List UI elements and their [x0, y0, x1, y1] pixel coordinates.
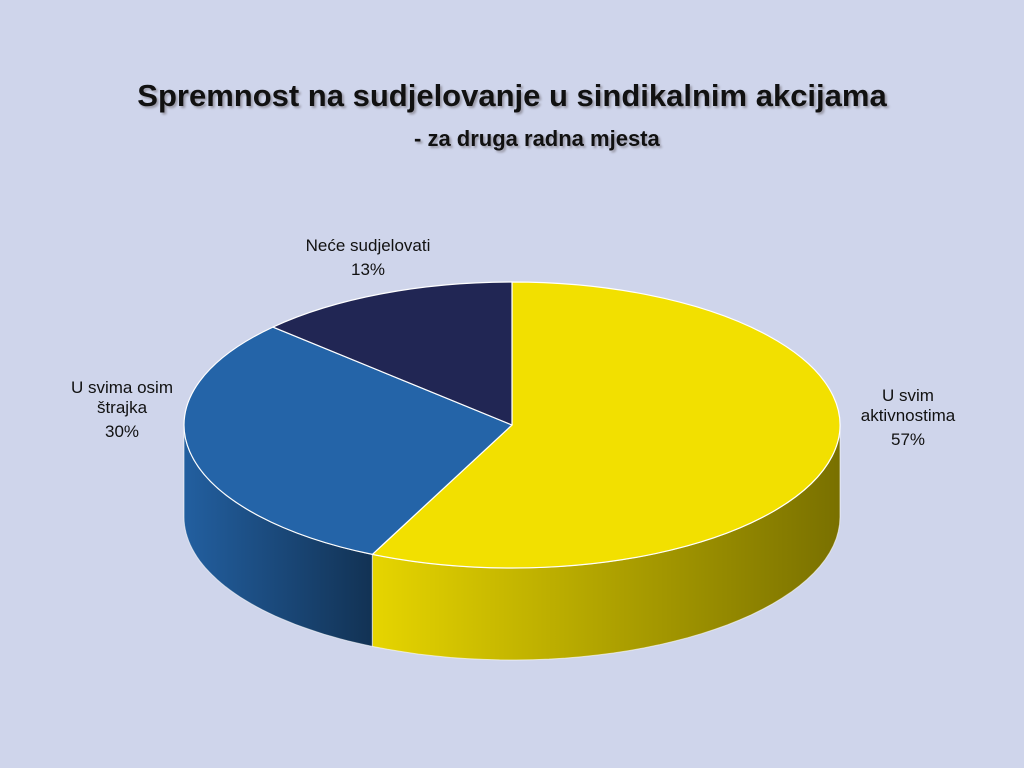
- category-name: U svim aktivnostima: [860, 386, 956, 425]
- category-name: Neće sudjelovati: [305, 236, 431, 255]
- category-name: U svima osim štrajka: [70, 378, 173, 417]
- slice-label: Neće sudjelovati 13%: [280, 236, 456, 280]
- value-label: 13%: [350, 260, 386, 279]
- value-label: 57%: [890, 430, 926, 449]
- slice: [371, 281, 841, 569]
- value-label: 30%: [104, 422, 140, 441]
- slice-label: U svim aktivnostima 57%: [852, 386, 964, 450]
- chart-title: Spremnost na sudjelovanje u sindikalnim …: [137, 78, 887, 113]
- slice: [272, 281, 513, 426]
- slice: [183, 326, 513, 555]
- chart-subtitle: - za druga radna mjesta: [414, 126, 660, 151]
- slice-label: U svima osim štrajka 30%: [52, 378, 192, 442]
